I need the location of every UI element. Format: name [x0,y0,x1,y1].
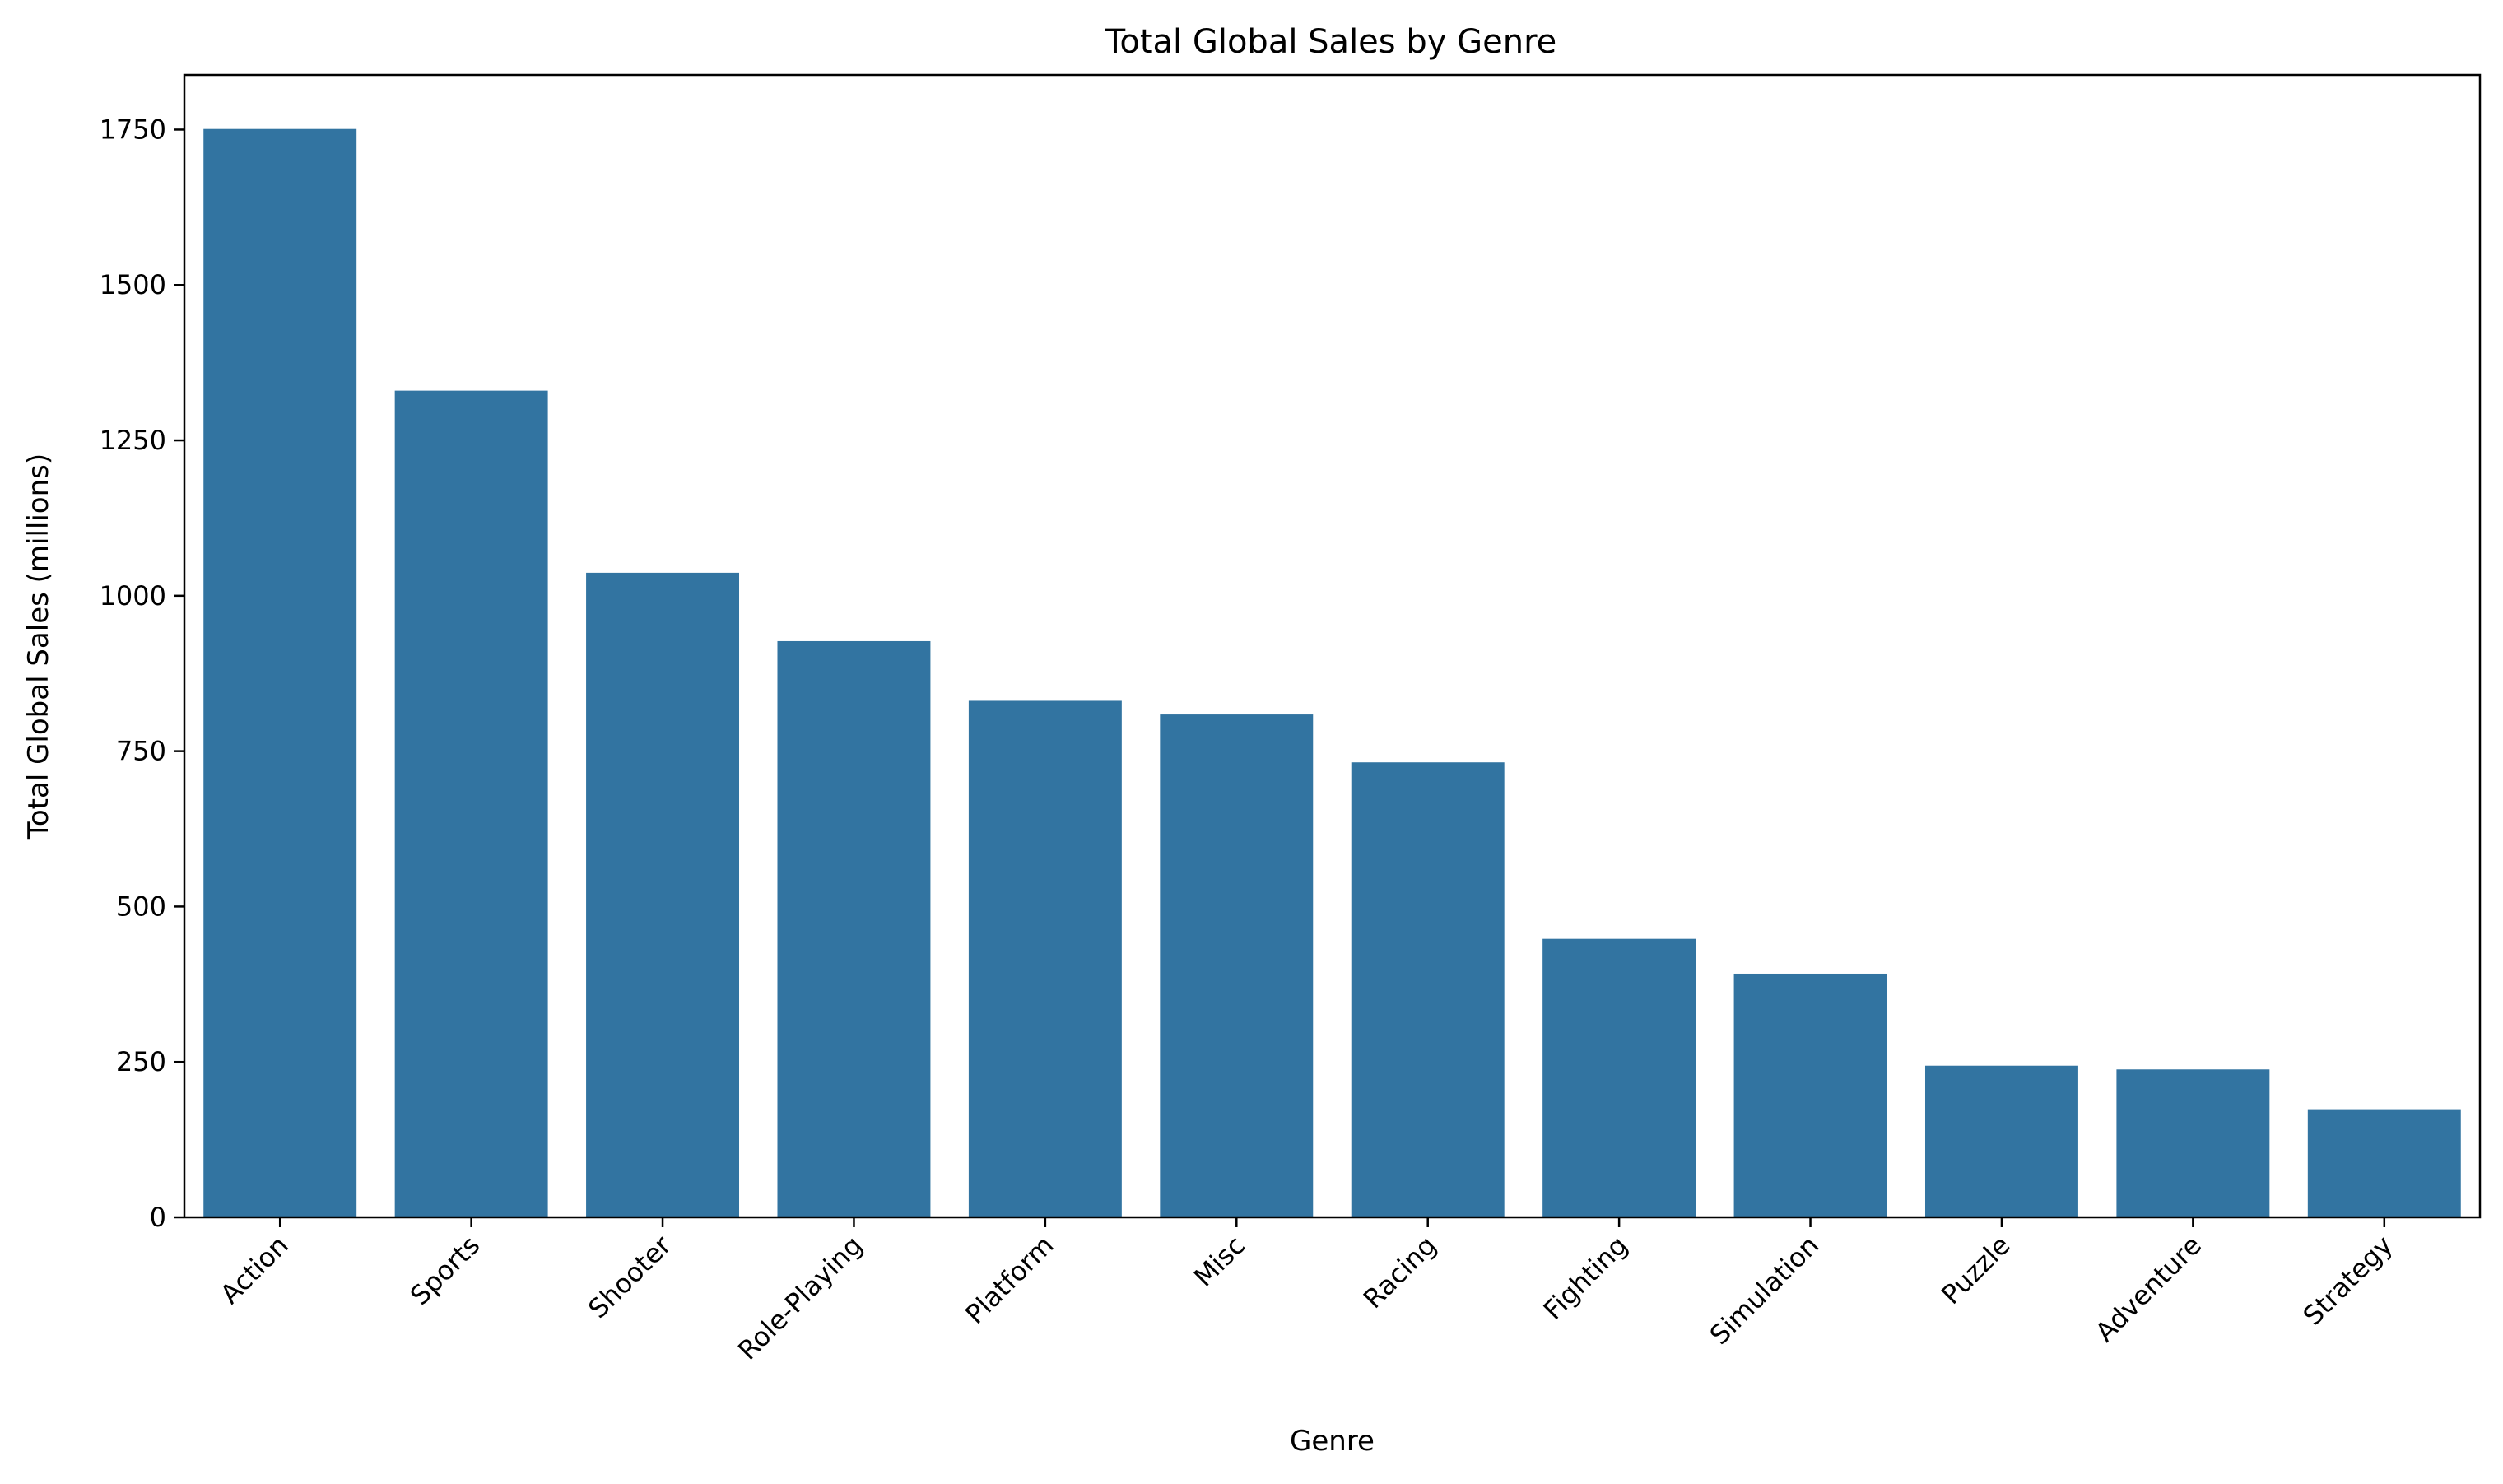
bar-platform [968,700,1122,1217]
x-tick-label: Action [214,1230,295,1310]
y-tick-label: 1500 [100,269,166,300]
y-tick-label: 1750 [100,114,166,145]
bar-misc [1160,714,1314,1217]
bar-fighting [1542,938,1696,1217]
x-tick-label: Racing [1357,1230,1442,1314]
bar-action [203,128,357,1217]
y-axis: 0 250 500 750 1000 1250 1500 1750 [100,114,184,1233]
bar-puzzle [1924,1065,2078,1217]
bar-adventure [2116,1069,2270,1217]
x-tick-label: Sports [404,1230,486,1311]
plot-frame [183,73,2482,1219]
chart-title: Total Global Sales by Genre [1105,23,1557,61]
bar-simulation [1733,973,1887,1217]
x-tick-label: Role-Playing [732,1230,868,1366]
bar-racing [1351,762,1505,1217]
x-tick-label: Misc [1188,1230,1251,1293]
x-axis: Action Sports Shooter Role-Playing Platform M… [214,1217,2398,1366]
x-tick-label: Puzzle [1935,1230,2016,1310]
bar-role-playing [777,640,931,1217]
y-tick-label: 0 [150,1202,166,1233]
y-tick-label: 1250 [100,425,166,456]
y-tick-label: 1000 [100,580,166,612]
bar-shooter [586,572,740,1217]
x-tick-label: Adventure [2089,1230,2208,1348]
x-tick-label: Shooter [582,1229,677,1324]
y-tick-label: 750 [116,736,166,767]
x-tick-label: Simulation [1704,1230,1825,1351]
bars-layer [203,128,2461,1217]
x-axis-title: Genre [1290,1425,1375,1458]
x-tick-label: Fighting [1538,1230,1634,1326]
x-tick-label: Platform [959,1230,1059,1330]
x-tick-label: Strategy [2297,1230,2399,1332]
bar-strategy [2307,1109,2461,1217]
y-tick-label: 500 [116,891,166,922]
y-tick-label: 250 [116,1046,166,1077]
bar-sports [394,390,548,1217]
y-axis-title: Total Global Sales (millions) [22,454,55,840]
